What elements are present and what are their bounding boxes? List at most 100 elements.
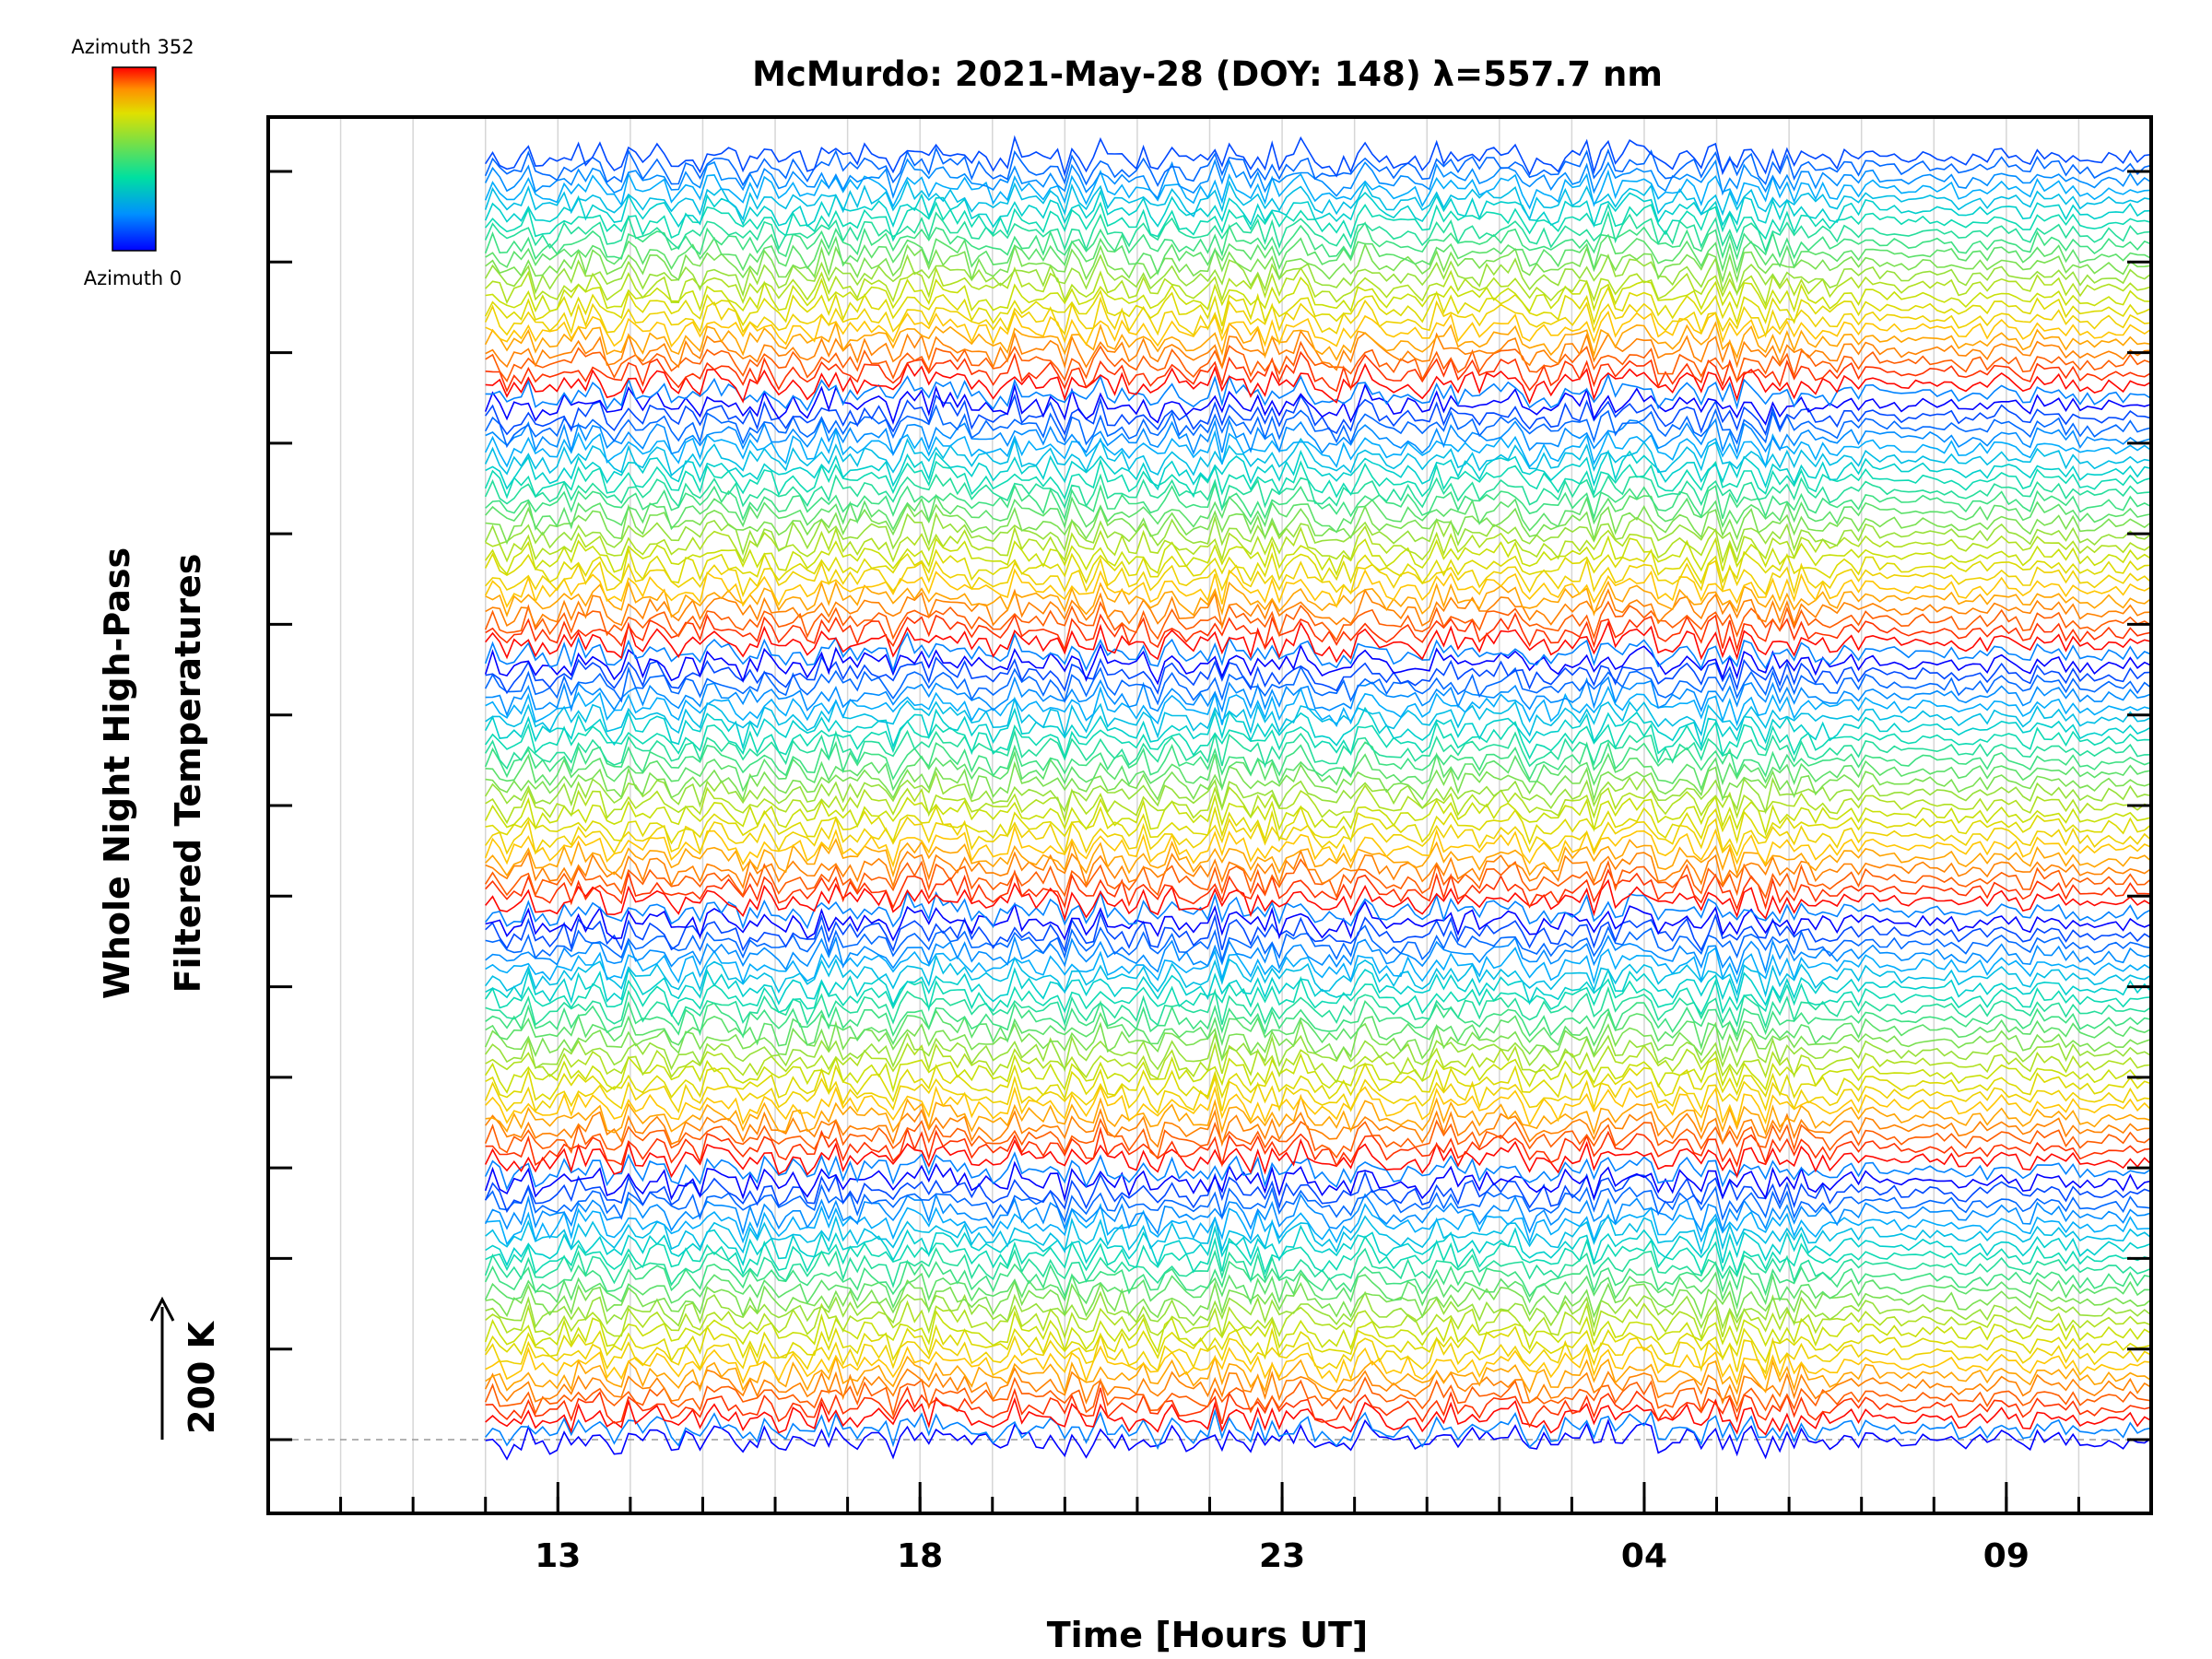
y-axis-label-line2: Filtered Temperatures — [168, 554, 208, 994]
temperature-trace — [484, 1366, 2151, 1407]
temperature-trace — [484, 189, 2151, 229]
temperature-trace — [485, 493, 2151, 534]
temperature-trace — [485, 372, 2151, 412]
temperature-trace — [484, 1170, 2151, 1214]
temperature-trace — [485, 329, 2151, 371]
temperature-trace — [485, 924, 2151, 964]
temperature-trace — [485, 340, 2151, 383]
temperature-trace — [485, 858, 2151, 900]
temperature-trace — [485, 201, 2151, 242]
temperature-trace — [484, 1193, 2151, 1236]
temperature-trace — [485, 588, 2151, 630]
temperature-trace — [485, 947, 2151, 985]
temperature-trace — [485, 889, 2151, 930]
temperature-trace — [484, 546, 2151, 585]
temperature-trace — [484, 296, 2151, 338]
temperature-trace — [485, 449, 2151, 491]
temperature-trace — [485, 654, 2151, 695]
temperature-trace — [484, 512, 2151, 556]
temperature-trace — [484, 382, 2151, 426]
temperature-trace — [484, 740, 2151, 782]
y-axis-label-line1: Whole Night High-Pass — [97, 547, 137, 999]
temperature-trace — [485, 535, 2151, 577]
temperature-trace — [484, 1160, 2151, 1203]
temperature-trace — [485, 1300, 2151, 1341]
temperature-trace — [484, 285, 2151, 327]
temperature-trace — [484, 631, 2151, 674]
temperature-trace — [485, 900, 2151, 942]
temperature-trace — [484, 169, 2151, 210]
legend-top-label: Azimuth 352 — [71, 36, 194, 58]
temperature-trace — [484, 706, 2151, 751]
legend-bottom-label: Azimuth 0 — [84, 267, 182, 289]
temperature-trace — [485, 1093, 2151, 1136]
x-tick-label: 09 — [1983, 1537, 2030, 1575]
temperature-trace — [485, 720, 2151, 760]
temperature-trace — [485, 1009, 2151, 1051]
temperature-trace — [485, 1290, 2151, 1330]
scale-label: 200 K — [182, 1320, 222, 1434]
temperature-trace — [484, 824, 2151, 868]
temperature-trace — [485, 1183, 2151, 1224]
x-axis-label: Time [Hours UT] — [1047, 1615, 1369, 1655]
temperature-trace — [484, 1324, 2151, 1364]
temperature-trace — [485, 816, 2151, 857]
temperature-trace — [484, 458, 2151, 500]
temperature-trace — [485, 1085, 2151, 1127]
temperature-trace — [485, 233, 2151, 276]
temperature-traces — [484, 135, 2151, 1461]
temperature-trace — [485, 685, 2151, 728]
temperature-trace — [485, 242, 2151, 284]
temperature-trace — [485, 1278, 2151, 1320]
temperature-trace — [484, 1117, 2151, 1159]
temperature-trace — [484, 320, 2151, 361]
temperature-trace — [485, 878, 2151, 922]
temperature-trace — [485, 676, 2151, 717]
temperature-trace — [485, 760, 2151, 803]
temperature-trace — [485, 502, 2151, 546]
temperature-trace — [485, 838, 2151, 878]
temperature-trace — [484, 1259, 2151, 1299]
temperature-trace — [485, 580, 2151, 618]
temperature-trace — [485, 1332, 2151, 1375]
temperature-trace — [485, 265, 2151, 307]
temperature-trace — [484, 665, 2151, 706]
temperature-trace — [484, 437, 2151, 477]
temperature-trace — [485, 953, 2151, 998]
temperature-trace — [484, 158, 2151, 200]
temperature-trace — [485, 985, 2151, 1030]
temperature-trace — [484, 209, 2151, 253]
temperature-trace — [485, 135, 2151, 178]
temperature-trace — [485, 1062, 2151, 1103]
temperature-trace — [484, 1271, 2151, 1311]
x-tick-label: 13 — [535, 1537, 581, 1575]
temperature-trace — [484, 473, 2151, 512]
x-tick-label: 23 — [1259, 1537, 1305, 1575]
temperature-trace — [485, 620, 2151, 664]
temperature-trace — [484, 642, 2151, 686]
temperature-trace — [485, 783, 2151, 825]
temperature-trace — [485, 1418, 2151, 1461]
temperature-trace — [484, 794, 2151, 837]
temperature-trace — [485, 1345, 2151, 1386]
temperature-trace — [485, 1213, 2151, 1256]
x-tick-label: 04 — [1621, 1537, 1667, 1575]
temperature-trace — [484, 568, 2151, 608]
temperature-trace — [484, 1137, 2151, 1179]
temperature-trace — [485, 1041, 2151, 1084]
temperature-trace — [485, 771, 2151, 815]
temperature-trace — [484, 1018, 2151, 1063]
temperature-trace — [484, 428, 2151, 469]
temperature-trace — [485, 253, 2151, 298]
temperature-trace — [484, 146, 2151, 187]
temperature-trace — [484, 1151, 2151, 1192]
temperature-trace — [484, 179, 2151, 221]
temperature-trace — [485, 1396, 2151, 1436]
temperature-trace — [485, 911, 2151, 953]
temperature-trace — [485, 361, 2151, 405]
temperature-trace — [485, 350, 2151, 394]
chart-title: McMurdo: 2021-May-28 (DOY: 148) λ=557.7 … — [752, 54, 1663, 94]
temperature-trace — [485, 393, 2151, 437]
x-tick-label: 18 — [897, 1537, 943, 1575]
